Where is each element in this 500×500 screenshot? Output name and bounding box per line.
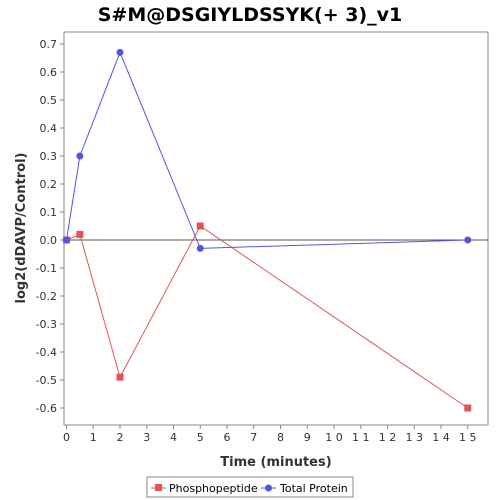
data-point-phosphopeptide bbox=[464, 404, 472, 412]
y-tick-label: 0.3 bbox=[40, 150, 58, 163]
data-point-total-protein bbox=[196, 244, 204, 252]
chart-title: S#M@DSGIYLDSSYK(+ 3)_v1 bbox=[98, 4, 403, 26]
x-tick-label: 1 0 bbox=[325, 431, 343, 444]
y-tick-label: 0.5 bbox=[40, 94, 58, 107]
series-layer bbox=[63, 48, 472, 412]
x-tick-label: 5 bbox=[197, 431, 204, 444]
y-axis: 0.7 0.6 0.5 0.4 0.3 0.2 0.1 0.0 -0.1 -0.2 -0.3 -0.4… bbox=[36, 38, 64, 415]
y-tick-label: -0.2 bbox=[36, 290, 57, 303]
x-tick-label: 1 5 bbox=[459, 431, 477, 444]
x-axis: 0 1 2 3 4 5 6 7 8 9 1 0 1 1 1 2 1 3 1 4 1 5 bbox=[63, 425, 477, 444]
data-point-total-protein bbox=[76, 152, 84, 160]
legend-box bbox=[146, 476, 354, 498]
x-tick-label: 7 bbox=[250, 431, 257, 444]
x-axis-label: Time (minutes) bbox=[220, 455, 331, 470]
x-tick-label: 1 3 bbox=[406, 431, 424, 444]
x-tick-label: 8 bbox=[277, 431, 284, 444]
y-tick-label: 0.0 bbox=[40, 234, 58, 247]
x-tick-label: 1 4 bbox=[432, 431, 450, 444]
y-tick-label: 0.7 bbox=[40, 38, 58, 51]
x-tick-label: 2 bbox=[117, 431, 124, 444]
legend: Phosphopeptide Total Protein bbox=[146, 476, 354, 498]
y-tick-label: 0.2 bbox=[40, 178, 58, 191]
y-tick-label: 0.1 bbox=[40, 206, 58, 219]
data-point-total-protein bbox=[464, 236, 472, 244]
data-point-phosphopeptide bbox=[116, 373, 124, 381]
y-tick-label: 0.6 bbox=[40, 66, 58, 79]
x-tick-label: 1 2 bbox=[379, 431, 397, 444]
data-point-total-protein bbox=[116, 48, 124, 56]
y-tick-label: 0.4 bbox=[40, 122, 58, 135]
data-point-phosphopeptide bbox=[76, 230, 84, 238]
x-tick-label: 1 1 bbox=[352, 431, 370, 444]
y-tick-label: -0.4 bbox=[36, 346, 57, 359]
x-tick-label: 0 bbox=[63, 431, 70, 444]
y-axis-label: log2(dDAVP/Control) bbox=[14, 153, 29, 304]
legend-marker-total-protein bbox=[265, 484, 272, 492]
x-tick-label: 6 bbox=[224, 431, 231, 444]
x-tick-label: 1 bbox=[90, 431, 97, 444]
plot-area bbox=[63, 31, 489, 426]
y-tick-label: -0.6 bbox=[36, 402, 57, 415]
y-tick-label: -0.3 bbox=[36, 318, 57, 331]
data-point-total-protein bbox=[63, 236, 70, 244]
x-tick-label: 4 bbox=[170, 431, 177, 444]
legend-label-phosphopeptide: Phosphopeptide bbox=[169, 482, 258, 495]
y-tick-label: -0.1 bbox=[36, 262, 57, 275]
legend-marker-phosphopeptide bbox=[155, 484, 162, 491]
x-tick-label: 9 bbox=[304, 431, 311, 444]
y-tick-label: -0.5 bbox=[36, 374, 57, 387]
legend-label-total-protein: Total Protein bbox=[279, 482, 348, 495]
data-point-phosphopeptide bbox=[196, 222, 204, 230]
x-tick-label: 3 bbox=[143, 431, 150, 444]
